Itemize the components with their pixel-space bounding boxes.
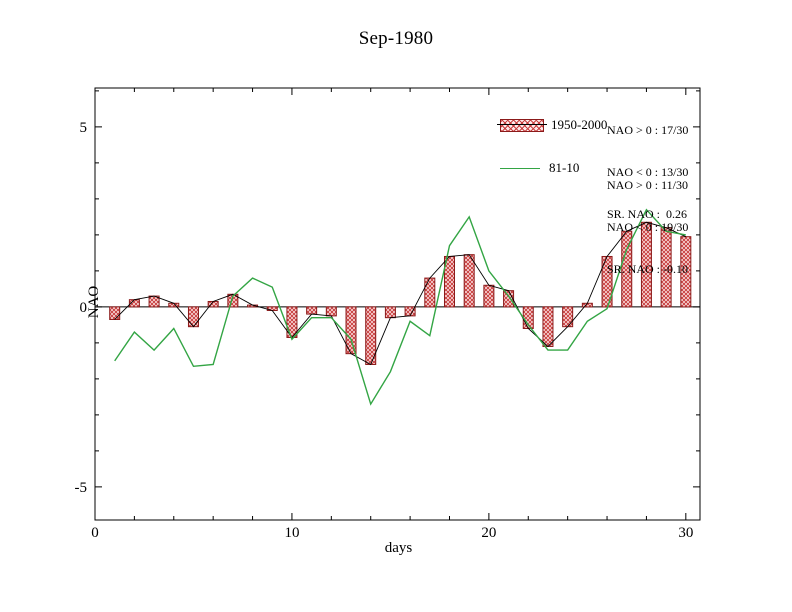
stats-line-pos: NAO > 0 : 11/30	[607, 178, 688, 192]
bar-day-23	[542, 306, 554, 347]
legend-item-line: 81-10	[500, 160, 579, 176]
x-tick-label: 20	[481, 525, 496, 541]
line-series-swatch-icon	[500, 167, 540, 169]
stats-block-line: NAO > 0 : 11/30 NAO < 0 : 19/30 SR. NAO …	[607, 150, 688, 304]
plot-frame	[94, 87, 701, 521]
chart-title: Sep-1980	[358, 28, 434, 49]
legend-item-bars: 1950-2000	[497, 117, 608, 133]
bar-day-17	[424, 277, 436, 308]
bar-day-24	[562, 306, 574, 328]
legend-line-label: 81-10	[549, 160, 580, 175]
y-tick-label: 0	[80, 300, 88, 316]
bar-day-12	[325, 306, 337, 317]
x-tick-label: 30	[678, 525, 693, 541]
bar-day-19	[463, 254, 475, 308]
y-tick-label: 5	[80, 120, 88, 136]
bar-day-1	[109, 306, 121, 320]
x-axis-label: days	[384, 540, 413, 556]
stats-line-sr: SR. NAO : -0.10	[607, 262, 689, 276]
bar-day-20	[483, 284, 495, 308]
stats-bars-pos: NAO > 0 : 17/30	[607, 123, 689, 137]
stats-bars-sr: SR. NAO : 0.26	[607, 207, 688, 221]
y-axis-label: NAO	[86, 285, 102, 319]
bar-day-21	[503, 290, 515, 308]
bar-value-line	[114, 221, 687, 366]
y-tick-label: -5	[75, 480, 88, 496]
legend-bars-label: 1950-2000	[551, 117, 608, 132]
bar-day-11	[306, 306, 318, 315]
stats-line-neg: NAO < 0 : 19/30	[607, 220, 689, 234]
green-series-line	[114, 208, 686, 406]
bar-series-swatch-icon	[497, 118, 547, 132]
bar-day-15	[384, 306, 396, 319]
x-tick-label: 10	[284, 525, 299, 541]
stats-bars-neg: NAO < 0 : 13/30	[607, 165, 689, 179]
x-tick-label: 0	[91, 525, 99, 541]
stats-block-bars: NAO > 0 : 17/30 NAO < 0 : 13/30 SR. NAO …	[607, 95, 688, 249]
bar-day-5	[187, 306, 199, 328]
